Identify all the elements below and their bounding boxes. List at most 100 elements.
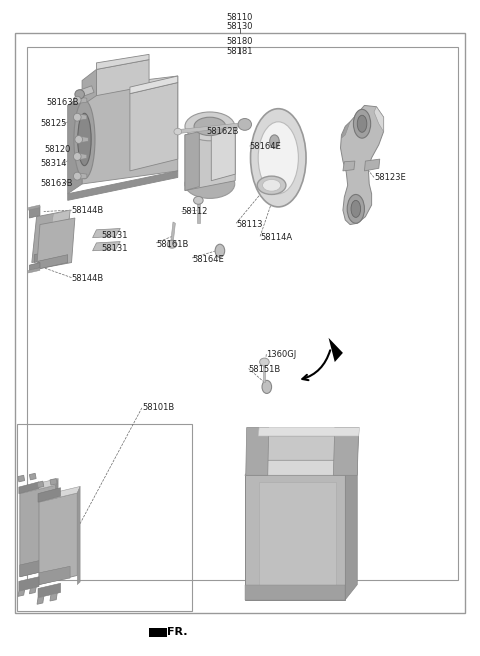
Ellipse shape: [215, 244, 225, 257]
Ellipse shape: [258, 122, 299, 194]
Polygon shape: [29, 474, 36, 480]
Polygon shape: [68, 96, 82, 194]
Text: 58110: 58110: [227, 12, 253, 22]
Polygon shape: [170, 222, 175, 244]
Polygon shape: [77, 154, 87, 160]
Polygon shape: [245, 461, 357, 476]
Polygon shape: [343, 161, 355, 171]
Text: 58131: 58131: [101, 243, 128, 253]
Ellipse shape: [73, 96, 81, 104]
Polygon shape: [77, 86, 94, 98]
Bar: [17, 424, 192, 611]
Ellipse shape: [238, 119, 252, 131]
Ellipse shape: [74, 100, 95, 178]
Polygon shape: [93, 241, 120, 251]
Polygon shape: [50, 593, 57, 601]
Polygon shape: [77, 486, 80, 584]
Polygon shape: [39, 493, 77, 584]
Ellipse shape: [351, 200, 360, 217]
Text: 58130: 58130: [227, 22, 253, 31]
Polygon shape: [345, 461, 357, 600]
Text: 58123E: 58123E: [374, 173, 406, 182]
Polygon shape: [82, 83, 178, 184]
Polygon shape: [93, 228, 120, 237]
Ellipse shape: [260, 358, 269, 366]
Ellipse shape: [263, 179, 281, 191]
Polygon shape: [39, 566, 70, 584]
Polygon shape: [185, 125, 235, 190]
Text: 58164E: 58164E: [192, 255, 224, 264]
Text: 58112: 58112: [181, 207, 208, 216]
Text: 58131: 58131: [101, 230, 128, 239]
Text: 58120: 58120: [45, 146, 71, 154]
Polygon shape: [245, 476, 345, 600]
Text: 58164E: 58164E: [250, 142, 281, 150]
Polygon shape: [38, 487, 60, 502]
Ellipse shape: [75, 90, 84, 99]
Polygon shape: [28, 268, 40, 273]
Ellipse shape: [73, 113, 81, 121]
Ellipse shape: [357, 115, 367, 133]
Polygon shape: [333, 428, 359, 476]
Polygon shape: [36, 218, 75, 269]
Text: 58162B: 58162B: [206, 127, 239, 136]
Text: 58314: 58314: [40, 159, 66, 167]
Text: 58144B: 58144B: [72, 206, 104, 215]
Polygon shape: [149, 628, 167, 637]
Ellipse shape: [347, 194, 364, 223]
Ellipse shape: [78, 113, 91, 166]
Ellipse shape: [174, 129, 181, 135]
Polygon shape: [39, 486, 80, 502]
Text: FR.: FR.: [167, 627, 188, 638]
Polygon shape: [130, 83, 178, 171]
Polygon shape: [246, 428, 269, 476]
Polygon shape: [20, 558, 48, 577]
Ellipse shape: [73, 173, 81, 180]
Ellipse shape: [167, 240, 177, 248]
Bar: [27, 47, 458, 580]
Polygon shape: [257, 436, 359, 461]
Bar: [15, 33, 465, 613]
Text: 58114A: 58114A: [260, 233, 292, 242]
Text: 58181: 58181: [227, 47, 253, 56]
Ellipse shape: [75, 136, 83, 144]
Polygon shape: [68, 171, 178, 200]
Polygon shape: [264, 362, 265, 382]
Text: 58151B: 58151B: [249, 365, 281, 375]
Ellipse shape: [270, 135, 279, 148]
Polygon shape: [77, 114, 87, 121]
Polygon shape: [29, 206, 40, 218]
Text: 58113: 58113: [236, 220, 263, 229]
Text: 58161B: 58161B: [156, 239, 189, 249]
Polygon shape: [50, 479, 57, 485]
Text: 1360GJ: 1360GJ: [266, 350, 297, 359]
Polygon shape: [82, 70, 96, 106]
Ellipse shape: [262, 380, 272, 394]
Text: 58163B: 58163B: [40, 180, 72, 188]
Ellipse shape: [257, 176, 286, 194]
Polygon shape: [48, 210, 70, 248]
Text: 58144B: 58144B: [72, 274, 104, 283]
Polygon shape: [328, 338, 343, 362]
Polygon shape: [19, 577, 39, 591]
Polygon shape: [258, 428, 360, 436]
Polygon shape: [37, 482, 44, 487]
Ellipse shape: [353, 110, 371, 138]
Polygon shape: [341, 122, 350, 138]
Polygon shape: [96, 54, 149, 70]
Polygon shape: [56, 479, 58, 577]
Polygon shape: [245, 584, 345, 600]
Polygon shape: [34, 248, 63, 262]
Polygon shape: [29, 262, 40, 270]
Polygon shape: [340, 106, 384, 224]
Ellipse shape: [251, 109, 306, 207]
Text: 58180: 58180: [227, 37, 253, 46]
Polygon shape: [185, 132, 199, 190]
Polygon shape: [79, 136, 88, 143]
Ellipse shape: [194, 117, 226, 136]
Polygon shape: [28, 205, 40, 210]
Polygon shape: [18, 476, 24, 482]
Polygon shape: [32, 210, 70, 262]
Polygon shape: [178, 123, 245, 134]
Polygon shape: [77, 173, 87, 179]
